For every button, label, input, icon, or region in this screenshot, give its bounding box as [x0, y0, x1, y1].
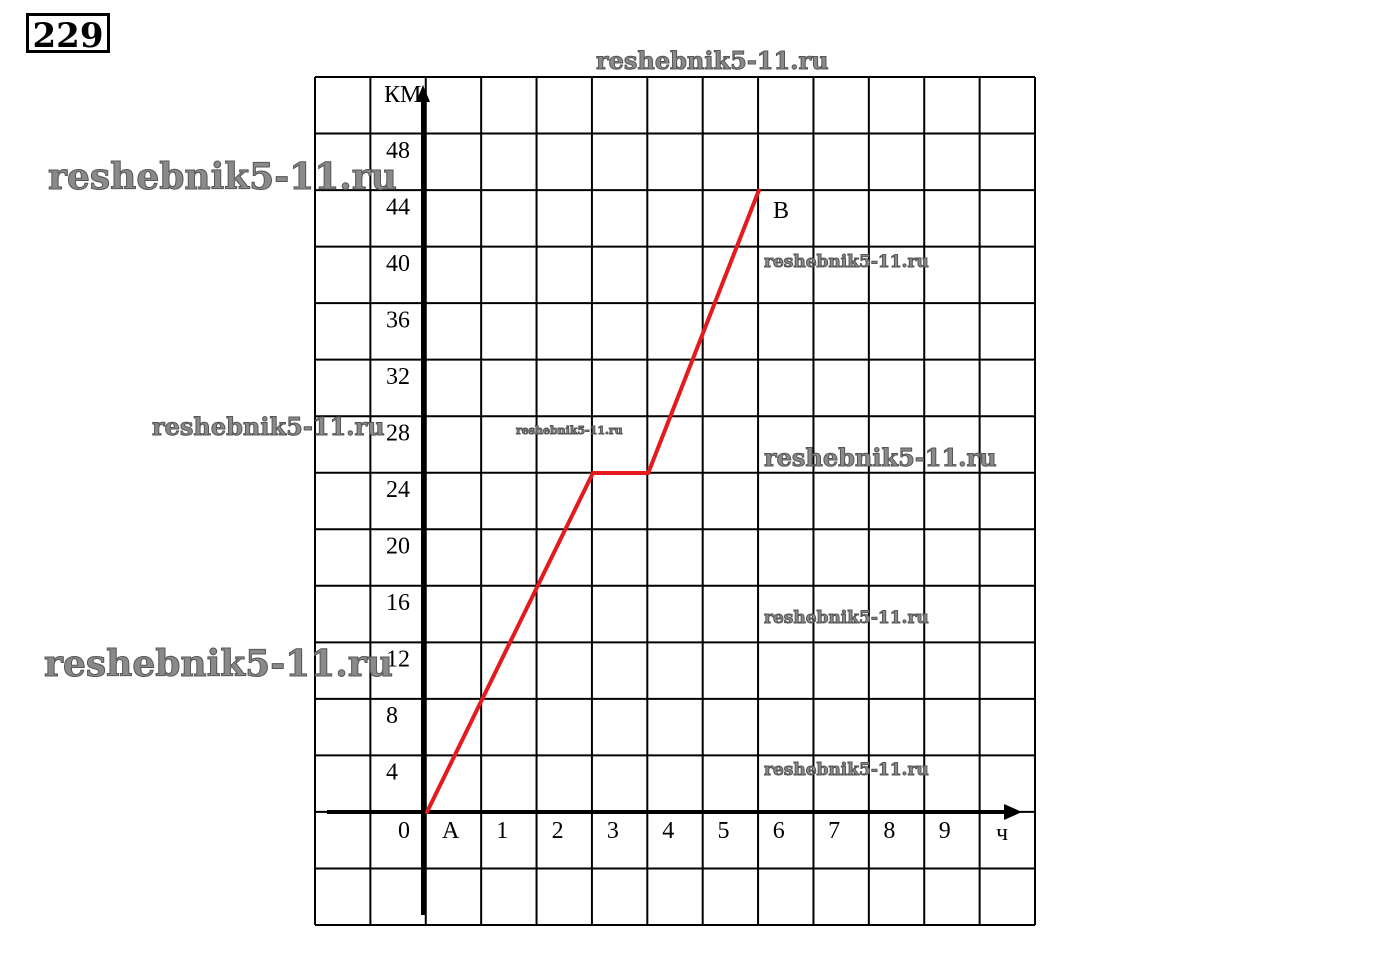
x-tick-label: 0 [398, 818, 410, 844]
y-tick-label: 44 [386, 195, 410, 221]
data-point [646, 471, 651, 475]
x-axis-label: ч [996, 820, 1008, 846]
data-point [756, 188, 761, 193]
x-tick-label: 1 [496, 818, 508, 844]
watermark: reshebnik5-11.ru [764, 443, 998, 473]
y-tick-label: 16 [386, 590, 410, 616]
watermark: reshebnik5-11.ru [516, 424, 624, 438]
data-point [425, 810, 429, 814]
watermark: reshebnik5-11.ru [152, 412, 386, 442]
y-tick-label: 40 [386, 251, 410, 277]
x-tick-label: 8 [883, 818, 895, 844]
x-tick-label: 5 [718, 818, 730, 844]
y-tick-label: 4 [386, 760, 398, 786]
axes [327, 85, 1022, 915]
y-axis-arrow-icon [416, 85, 430, 102]
y-tick-label: 24 [386, 477, 410, 503]
point-label-b: B [773, 198, 789, 224]
watermark: reshebnik5-11.ru [764, 252, 930, 273]
x-tick-label: 6 [773, 818, 785, 844]
watermark: reshebnik5-11.ru [48, 156, 398, 199]
y-axis-label: КМ [384, 82, 421, 108]
y-tick-label: 20 [386, 534, 410, 560]
problem-number: 229 [26, 13, 110, 56]
distance-line [425, 189, 761, 813]
x-tick-label: 2 [552, 818, 564, 844]
data-point [590, 471, 595, 475]
watermark: reshebnik5-11.ru [764, 608, 930, 629]
x-tick-label: 4 [662, 818, 674, 844]
x-axis-arrow-icon [1004, 804, 1022, 820]
watermark: reshebnik5-11.ru [44, 643, 394, 686]
series-line [425, 188, 761, 814]
watermark: reshebnik5-11.ru [764, 760, 930, 781]
y-tick-label: 28 [386, 421, 410, 447]
grid [314, 76, 1036, 926]
x-tick-label: 9 [939, 818, 951, 844]
y-tick-label: 8 [386, 703, 398, 729]
y-tick-label: 12 [386, 647, 410, 673]
y-tick-label: 36 [386, 308, 410, 334]
x-tick-label: 7 [828, 818, 840, 844]
x-tick-label: A [442, 818, 460, 844]
x-tick-label: 3 [607, 818, 619, 844]
y-tick-label: 32 [386, 364, 410, 390]
watermark: reshebnik5-11.ru [596, 46, 830, 76]
y-tick-label: 48 [386, 138, 410, 164]
